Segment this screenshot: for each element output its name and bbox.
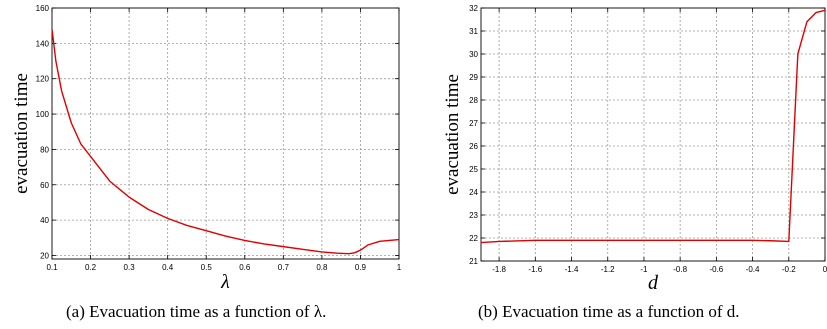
y-tick-label: 31 xyxy=(469,27,478,36)
y-tick-label: 29 xyxy=(469,73,478,82)
x-tick-label: 0.7 xyxy=(278,263,290,272)
x-tick-label: -0.4 xyxy=(746,265,760,274)
x-tick-label: 0.3 xyxy=(124,263,136,272)
x-tick-label: -0.2 xyxy=(782,265,796,274)
y-tick-label: 140 xyxy=(36,39,50,48)
y-axis-label: evacuation time xyxy=(11,73,32,194)
x-tick-label: 0.2 xyxy=(85,263,97,272)
grid xyxy=(52,8,399,259)
x-tick-label: -1.4 xyxy=(565,265,579,274)
caption-b: (b) Evacuation time as a function of d. xyxy=(478,302,740,321)
y-tick-label: 21 xyxy=(469,257,478,266)
x-tick-label: 0.8 xyxy=(316,263,328,272)
x-tick-label: -1.2 xyxy=(601,265,615,274)
x-tick-label: 0.6 xyxy=(239,263,251,272)
x-tick-label: 0.4 xyxy=(162,263,174,272)
x-axis-label: d xyxy=(648,272,659,294)
caption-a: (a) Evacuation time as a function of λ. xyxy=(66,302,327,321)
y-tick-label: 32 xyxy=(469,4,478,13)
x-tick-label: -0.6 xyxy=(709,265,723,274)
x-tick-label: 1 xyxy=(397,263,402,272)
y-tick-label: 20 xyxy=(40,251,49,260)
plot-frame xyxy=(51,7,400,260)
grid xyxy=(481,8,825,261)
y-tick-label: 80 xyxy=(40,145,49,154)
y-tick-label: 30 xyxy=(469,50,478,59)
y-tick-label: 25 xyxy=(469,165,478,174)
y-tick-label: 26 xyxy=(469,142,478,151)
y-tick-label: 23 xyxy=(469,211,478,220)
y-tick-label: 27 xyxy=(469,119,478,128)
y-tick-label: 120 xyxy=(36,75,50,84)
x-tick-label: 0 xyxy=(823,265,827,274)
y-tick-label: 22 xyxy=(469,234,478,243)
x-tick-label: -0.8 xyxy=(673,265,687,274)
series-line xyxy=(51,29,400,255)
x-tick-label: -1.6 xyxy=(528,265,542,274)
chart-lambda: 0.1 0.2 0.3 0.4 0.5 0.6 0.7 0.8 0.9 1204060801001… xyxy=(11,4,402,293)
y-axis-label: evacuation time xyxy=(442,74,463,195)
x-tick-label: -1 xyxy=(640,265,648,274)
y-tick-label: 60 xyxy=(40,181,49,190)
plot-frame xyxy=(480,7,826,262)
series-line xyxy=(480,9,826,244)
y-tick-label: 24 xyxy=(469,188,478,197)
y-tick-label: 100 xyxy=(36,110,50,119)
x-tick-label: -1.8 xyxy=(492,265,506,274)
x-tick-label: 0.1 xyxy=(46,263,58,272)
y-tick-label: 28 xyxy=(469,96,478,105)
x-tick-label: 0.9 xyxy=(355,263,367,272)
x-axis-label: λ xyxy=(220,271,230,293)
chart-d: -1.8 -1.6 -1.4 -1.2 -1 -0.8 -0.6 -0.4 -0.2 0 21 22 2… xyxy=(442,4,827,294)
y-tick-label: 40 xyxy=(40,216,49,225)
y-tick-label: 160 xyxy=(36,4,50,13)
x-tick-label: 0.5 xyxy=(201,263,213,272)
